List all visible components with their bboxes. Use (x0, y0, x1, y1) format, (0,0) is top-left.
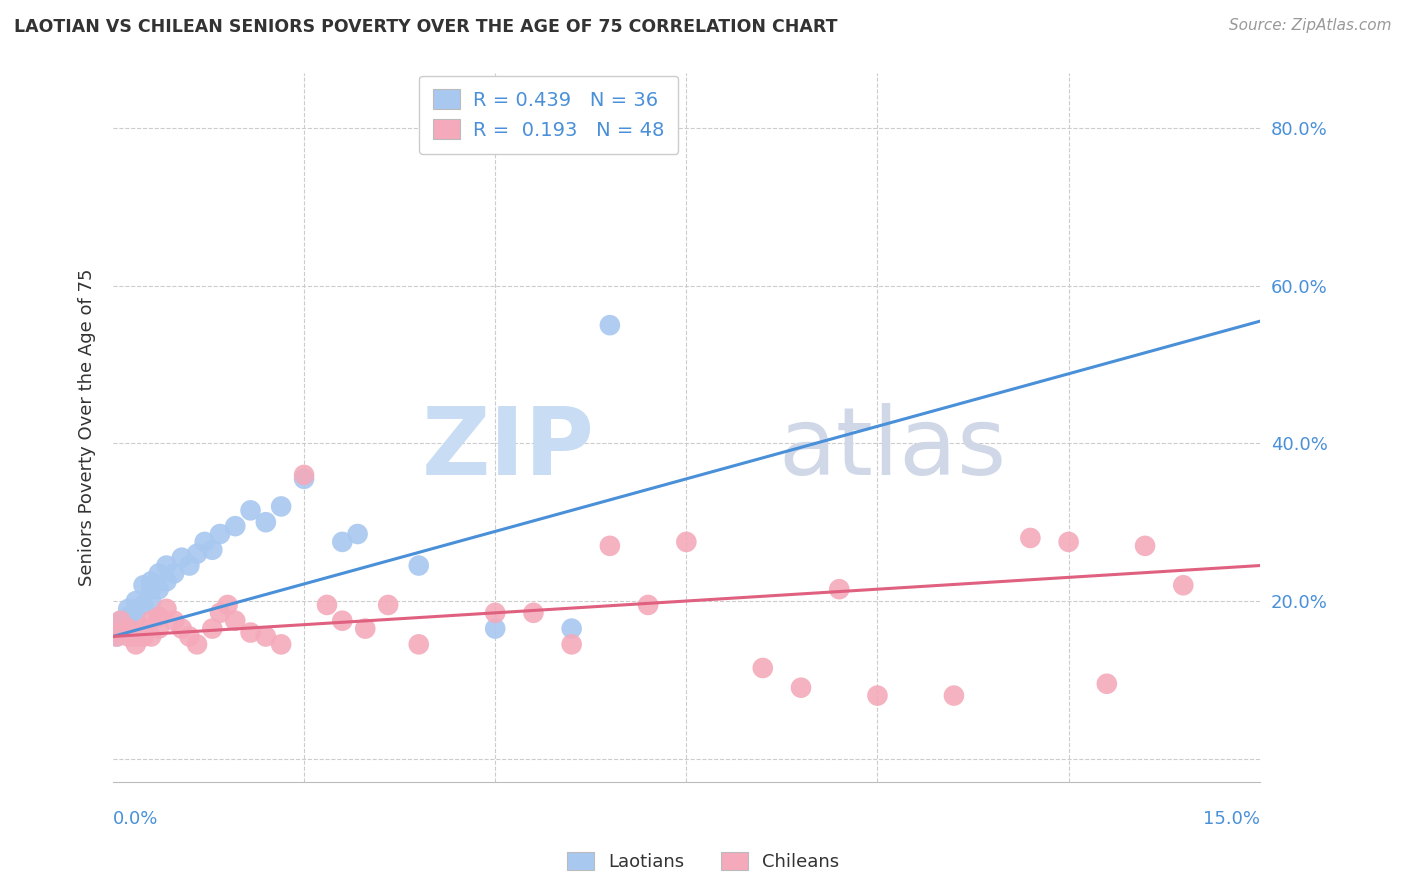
Point (148, 582, 170, 597)
Point (270, 637, 292, 651)
Point (254, 515, 277, 529)
Text: 0.0%: 0.0% (112, 810, 159, 828)
Point (239, 503, 262, 517)
Point (105, 630, 128, 644)
Point (179, 630, 201, 644)
Point (125, 614, 148, 628)
Point (186, 547, 208, 561)
Point (141, 594, 163, 608)
Point (117, 630, 139, 644)
Point (484, 622, 506, 636)
Point (201, 542, 224, 557)
Point (125, 594, 148, 608)
Point (117, 609, 139, 624)
Point (163, 566, 186, 581)
Point (125, 625, 148, 640)
Point (346, 527, 368, 541)
Point (155, 574, 177, 589)
Point (752, 661, 775, 675)
Point (316, 598, 339, 612)
Text: 15.0%: 15.0% (1202, 810, 1260, 828)
Point (224, 519, 246, 533)
Point (155, 558, 177, 573)
Point (132, 622, 155, 636)
Point (148, 622, 170, 636)
Point (132, 598, 155, 612)
Point (125, 602, 148, 616)
Point (170, 622, 193, 636)
Point (1095, 677, 1118, 691)
Point (148, 566, 170, 581)
Point (484, 606, 506, 620)
Point (942, 689, 965, 703)
Point (522, 606, 544, 620)
Point (163, 614, 186, 628)
Y-axis label: Seniors Poverty Over the Age of 75: Seniors Poverty Over the Age of 75 (79, 268, 96, 586)
Point (201, 622, 224, 636)
Point (675, 535, 697, 549)
Point (408, 637, 430, 651)
Point (254, 630, 277, 644)
Point (208, 527, 231, 541)
Point (110, 614, 132, 628)
Point (148, 609, 170, 624)
Point (292, 472, 315, 486)
Point (377, 598, 399, 612)
Point (354, 622, 377, 636)
Point (866, 689, 889, 703)
Point (1057, 535, 1080, 549)
Point (141, 574, 163, 589)
Point (828, 582, 851, 597)
Point (224, 614, 246, 628)
Point (1133, 539, 1156, 553)
Point (292, 467, 315, 482)
Point (599, 318, 621, 333)
Point (208, 606, 231, 620)
Point (117, 622, 139, 636)
Point (132, 578, 155, 592)
Point (330, 535, 353, 549)
Point (117, 602, 139, 616)
Text: atlas: atlas (778, 403, 1007, 495)
Point (170, 550, 193, 565)
Point (1019, 531, 1042, 545)
Point (110, 625, 132, 640)
Point (110, 625, 132, 640)
Point (194, 535, 217, 549)
Point (217, 598, 239, 612)
Point (155, 602, 177, 616)
Text: LAOTIAN VS CHILEAN SENIORS POVERTY OVER THE AGE OF 75 CORRELATION CHART: LAOTIAN VS CHILEAN SENIORS POVERTY OVER … (14, 18, 838, 36)
Point (239, 625, 262, 640)
Point (408, 558, 430, 573)
Point (179, 558, 201, 573)
Point (186, 637, 208, 651)
Text: ZIP: ZIP (422, 403, 595, 495)
Text: Source: ZipAtlas.com: Source: ZipAtlas.com (1229, 18, 1392, 33)
Point (1173, 578, 1195, 592)
Point (141, 614, 163, 628)
Point (330, 614, 353, 628)
Point (125, 637, 148, 651)
Point (637, 598, 659, 612)
Point (132, 630, 155, 644)
Point (790, 681, 813, 695)
Legend: Laotians, Chileans: Laotians, Chileans (560, 845, 846, 879)
Point (117, 622, 139, 636)
Point (105, 630, 128, 644)
Point (110, 614, 132, 628)
Point (561, 622, 583, 636)
Point (141, 630, 163, 644)
Point (599, 539, 621, 553)
Point (125, 630, 148, 644)
Legend: R = 0.439   N = 36, R =  0.193   N = 48: R = 0.439 N = 36, R = 0.193 N = 48 (419, 76, 679, 153)
Point (561, 637, 583, 651)
Point (270, 500, 292, 514)
Point (141, 582, 163, 597)
